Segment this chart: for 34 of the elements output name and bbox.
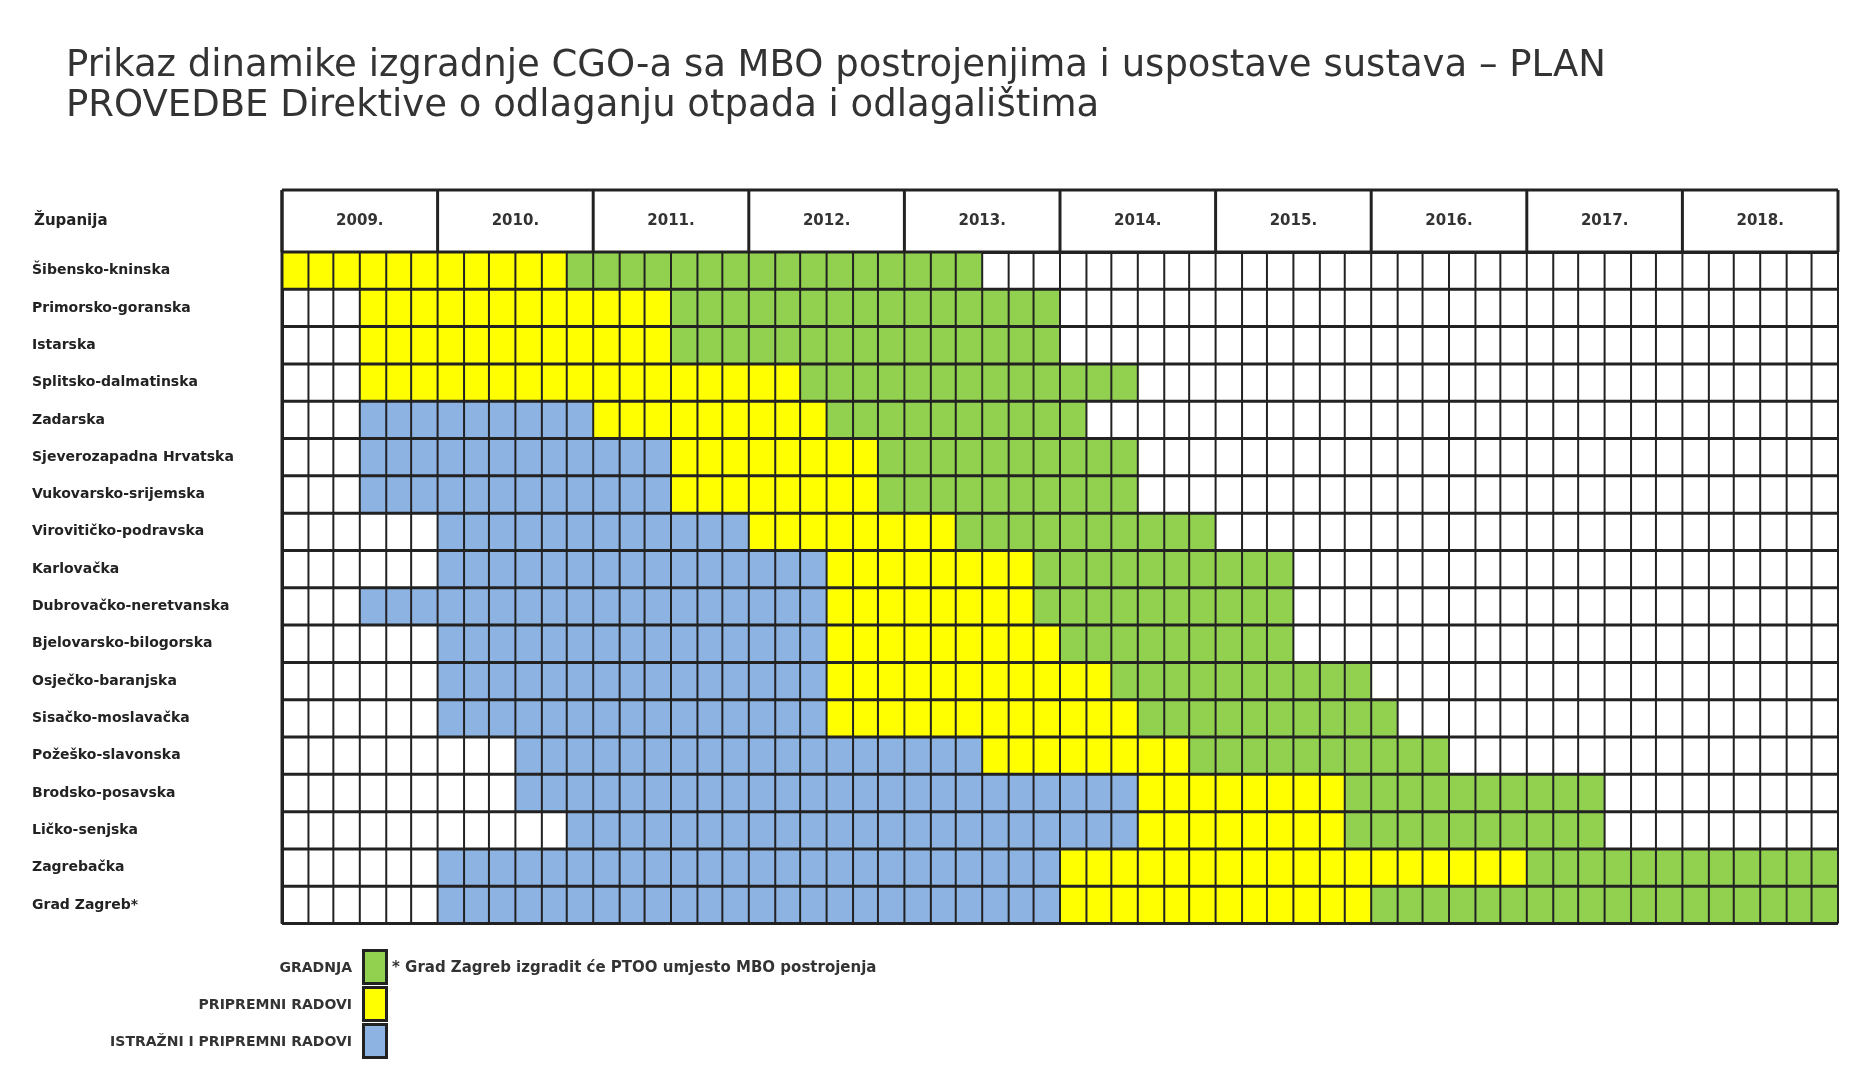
x-tick-label: 2014. xyxy=(1114,210,1162,229)
x-tick-label: 2015. xyxy=(1269,210,1318,229)
y-tick-label: Vukovarsko-srijemska xyxy=(32,485,206,502)
y-tick-label: Splitsko-dalmatinska xyxy=(32,373,198,390)
chart-title: Prikaz dinamike izgradnje CGO-a sa MBO postrojenjima i uspostave sustava – PLAN PROVEDBE Direktive o odlaganju otpada i odlagalištima xyxy=(66,42,1607,125)
y-tick-label: Šibensko-kninska xyxy=(32,260,171,278)
y-tick-label: Brodsko-posavska xyxy=(32,783,176,800)
legend-label: ISTRAŽNI I PRIPREMNI RADOVI xyxy=(109,1032,352,1049)
y-tick-label: Istarska xyxy=(32,335,96,352)
y-tick-label: Karlovačka xyxy=(32,559,120,576)
y-tick-label: Ličko-senjska xyxy=(32,820,139,837)
x-tick-label: 2016. xyxy=(1425,210,1473,229)
text: * Grad Zagreb izgradit će PTOO umjesto MBO postrojenja xyxy=(392,958,877,976)
y-tick-label: Zadarska xyxy=(32,410,106,427)
y-tick-label: Grad Zagreb* xyxy=(32,895,139,912)
x-tick-label: 2009. xyxy=(336,210,384,229)
y-tick-label: Osječko-baranjska xyxy=(32,671,177,688)
y-tick-label: Primorsko-goranska xyxy=(32,298,191,315)
y-tick-label: Zagrebačka xyxy=(32,858,125,875)
legend-label: GRADNJA xyxy=(278,958,352,975)
x-tick-label: 2013. xyxy=(958,210,1006,229)
x-tick-label: 2010. xyxy=(491,210,540,229)
x-tick-label: 2017. xyxy=(1580,210,1629,229)
legend-label: PRIPREMNI RADOVI xyxy=(197,995,352,1012)
y-tick-label: Požeško-slavonska xyxy=(32,746,181,763)
y-tick-label: Sjeverozapadna Hrvatska xyxy=(32,447,234,464)
y-tick-label: Virovitičko-podravska xyxy=(32,522,205,539)
x-tick-label: 2018. xyxy=(1736,210,1784,229)
y-axis-title: Županija xyxy=(34,209,108,229)
y-tick-label: Sisačko-moslavačka xyxy=(32,709,190,726)
y-tick-label: Dubrovačko-neretvanska xyxy=(32,597,230,614)
x-tick-label: 2011. xyxy=(647,210,695,229)
y-tick-label: Bjelovarsko-bilogorska xyxy=(32,634,213,651)
x-tick-label: 2012. xyxy=(802,210,851,229)
